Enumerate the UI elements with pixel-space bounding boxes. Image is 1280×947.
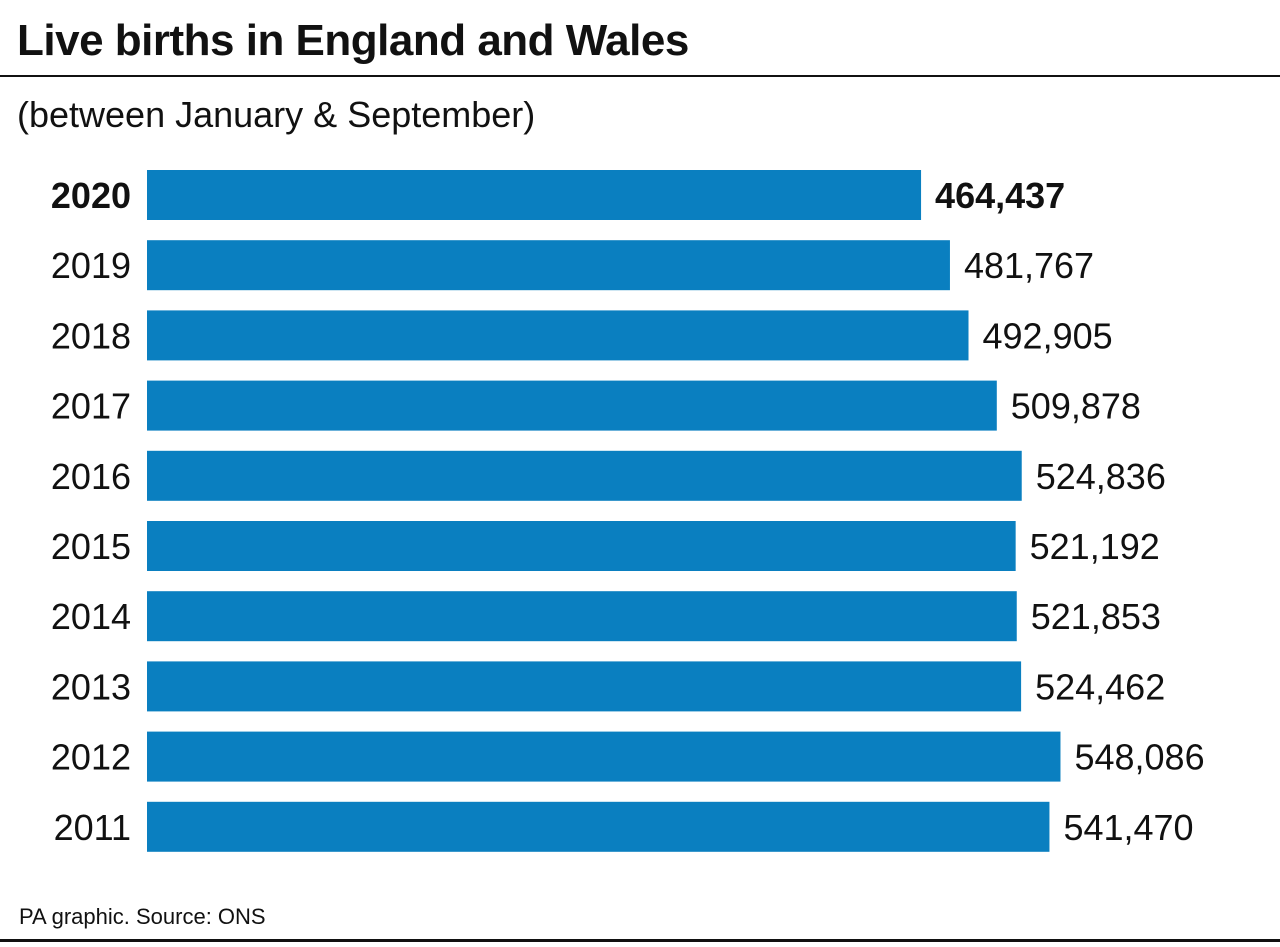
bar-2016	[147, 450, 1022, 501]
bar-2015	[147, 521, 1016, 571]
category-label: 2013	[51, 666, 131, 707]
value-label: 524,836	[1036, 456, 1166, 497]
category-label: 2019	[51, 245, 131, 286]
title-divider	[0, 75, 1280, 77]
category-label: 2015	[51, 526, 131, 567]
bar-2018	[147, 310, 969, 361]
bar-2019	[147, 240, 950, 291]
category-label: 2017	[51, 386, 131, 427]
category-label: 2020	[51, 175, 131, 216]
bar-2012	[147, 731, 1061, 782]
value-label: 541,470	[1063, 807, 1193, 848]
bottom-divider	[0, 939, 1280, 942]
value-label: 509,878	[1011, 386, 1141, 427]
value-label: 492,905	[983, 315, 1113, 356]
value-label: 521,853	[1031, 596, 1161, 637]
category-label: 2011	[54, 807, 131, 848]
bar-2013	[147, 661, 1022, 712]
value-label: 521,192	[1030, 526, 1160, 567]
bar-2014	[147, 591, 1017, 642]
value-label: 481,767	[964, 245, 1094, 286]
bar-chart: 2020 464,437 2019 481,767 2018 492,905 2017 509…	[51, 170, 1205, 852]
value-label: 464,437	[935, 175, 1065, 216]
bar-2017	[147, 380, 997, 431]
value-label: 548,086	[1074, 737, 1204, 778]
category-label: 2016	[51, 456, 131, 497]
chart-subtitle: (between January & September)	[17, 94, 536, 135]
value-label: 524,462	[1035, 666, 1165, 707]
category-label: 2014	[51, 596, 131, 637]
bar-2011	[147, 801, 1050, 852]
source-note: PA graphic. Source: ONS	[19, 904, 266, 929]
chart-title: Live births in England and Wales	[17, 16, 689, 65]
bar-2020	[147, 170, 922, 220]
category-label: 2012	[51, 737, 131, 778]
category-label: 2018	[51, 315, 131, 356]
